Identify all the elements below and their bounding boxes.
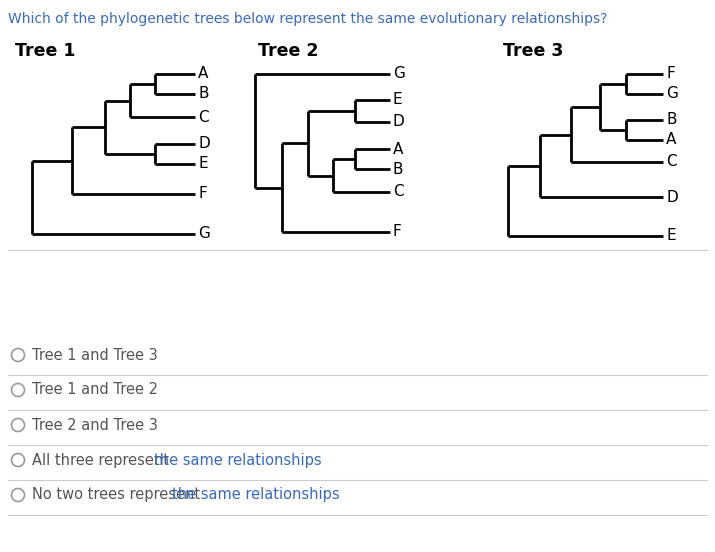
Text: C: C: [198, 109, 209, 125]
Text: G: G: [198, 226, 210, 242]
Text: C: C: [666, 155, 676, 169]
Text: the same relationships: the same relationships: [172, 487, 340, 502]
Text: E: E: [393, 93, 403, 108]
Text: Tree 3: Tree 3: [503, 42, 563, 60]
Text: All three represent: All three represent: [32, 453, 174, 468]
Text: No two trees represent: No two trees represent: [32, 487, 205, 502]
Text: E: E: [198, 157, 207, 172]
Text: C: C: [393, 184, 404, 199]
Text: F: F: [198, 187, 207, 201]
Text: D: D: [666, 189, 678, 204]
Text: B: B: [393, 162, 403, 177]
Text: Tree 2: Tree 2: [258, 42, 318, 60]
Text: A: A: [198, 66, 208, 82]
Text: Tree 1 and Tree 2: Tree 1 and Tree 2: [32, 383, 159, 397]
Text: D: D: [198, 136, 209, 151]
Text: A: A: [393, 141, 403, 157]
Text: E: E: [666, 229, 676, 243]
Text: Tree 2 and Tree 3: Tree 2 and Tree 3: [32, 417, 159, 433]
Text: B: B: [198, 87, 209, 102]
Text: Tree 1 and Tree 3: Tree 1 and Tree 3: [32, 348, 158, 363]
Text: F: F: [666, 66, 675, 82]
Text: the same relationships: the same relationships: [154, 453, 322, 468]
Text: Which of the phylogenetic trees below represent the same evolutionary relationsh: Which of the phylogenetic trees below re…: [8, 12, 607, 26]
Text: A: A: [666, 132, 676, 147]
Text: G: G: [393, 66, 405, 82]
Text: Tree 1: Tree 1: [15, 42, 76, 60]
Text: G: G: [666, 87, 678, 102]
Text: B: B: [666, 113, 676, 128]
Text: F: F: [393, 225, 402, 240]
Text: D: D: [393, 114, 405, 130]
